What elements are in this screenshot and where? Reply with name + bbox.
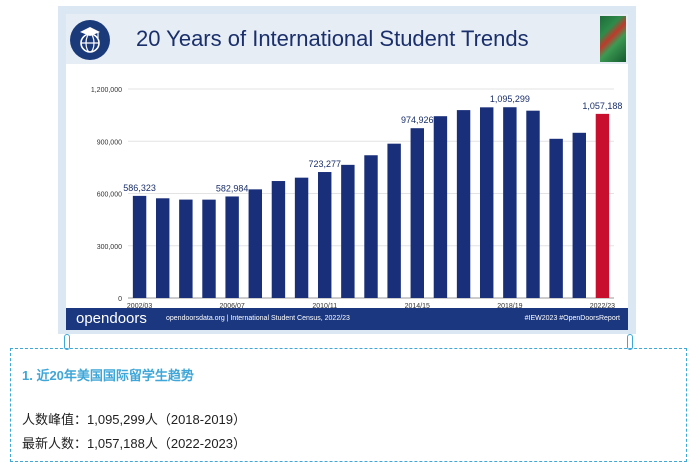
data-label: 1,057,188 [582,101,622,111]
palm-leaf-photo [600,16,626,62]
footer-source: opendoorsdata.org | International Studen… [166,315,350,322]
caption-line-latest: 最新人数：1,057,188人（2022-2023） [22,436,247,451]
bar [294,177,309,298]
bar [410,128,424,298]
bar [271,181,286,298]
y-tick-label: 0 [118,296,122,303]
x-tick-label: 2010/11 [312,303,337,309]
footer-hashtags: #IEW2023 #OpenDoorsReport [524,315,620,322]
slide: 20 Years of International Student Trends… [66,14,628,330]
bar [549,138,563,298]
bar [225,196,239,298]
x-tick-label: 2002/03 [127,303,152,309]
resize-handle-right[interactable] [627,334,633,350]
bar [202,199,216,298]
bar [387,143,401,298]
caption-line-peak: 人数峰值：1,095,299人（2018-2019） [22,412,247,427]
bar [480,107,494,298]
bar [364,155,378,298]
slide-footer: opendoors opendoorsdata.org | Internatio… [66,308,628,330]
data-label: 723,277 [308,159,341,169]
slide-title: 20 Years of International Student Trends [136,26,529,51]
data-label: 586,323 [123,183,156,193]
slide-header: 20 Years of International Student Trends [66,14,628,64]
bar [179,199,193,298]
y-tick-label: 1,200,000 [91,87,122,94]
bar-chart: 0 300,000 600,000 900,000 1,200,000 2002/03 20… [91,87,623,309]
bar [318,172,332,298]
data-label: 582,984 [216,183,249,193]
caption-heading: 1. 近20年美国国际留学生趋势 [22,368,194,383]
caption-box: 1. 近20年美国国际留学生趋势 人数峰值：1,095,299人（2018-20… [10,348,687,462]
bar [503,107,517,298]
footer-brand: opendoors [76,310,147,327]
slide-frame: 20 Years of International Student Trends… [58,6,636,334]
bar [433,116,448,298]
x-tick-label: 2014/15 [405,303,430,309]
bar [132,195,147,298]
resize-handle-left[interactable] [64,334,70,350]
graduation-cap-globe-icon [70,20,110,60]
data-label: 974,926 [401,115,434,125]
bar [572,132,586,298]
y-tick-label: 300,000 [97,244,122,251]
x-tick-label: 2018/19 [497,303,522,309]
x-tick-label: 2022/23 [590,303,615,309]
y-tick-label: 600,000 [97,192,122,199]
bar [595,113,610,298]
bar [456,110,471,298]
y-tick-label: 900,000 [97,139,122,146]
x-tick-label: 2006/07 [219,303,244,309]
bar [341,164,355,298]
bar [526,110,540,298]
bar [156,198,170,298]
bar [248,189,262,298]
data-label: 1,095,299 [490,94,530,104]
